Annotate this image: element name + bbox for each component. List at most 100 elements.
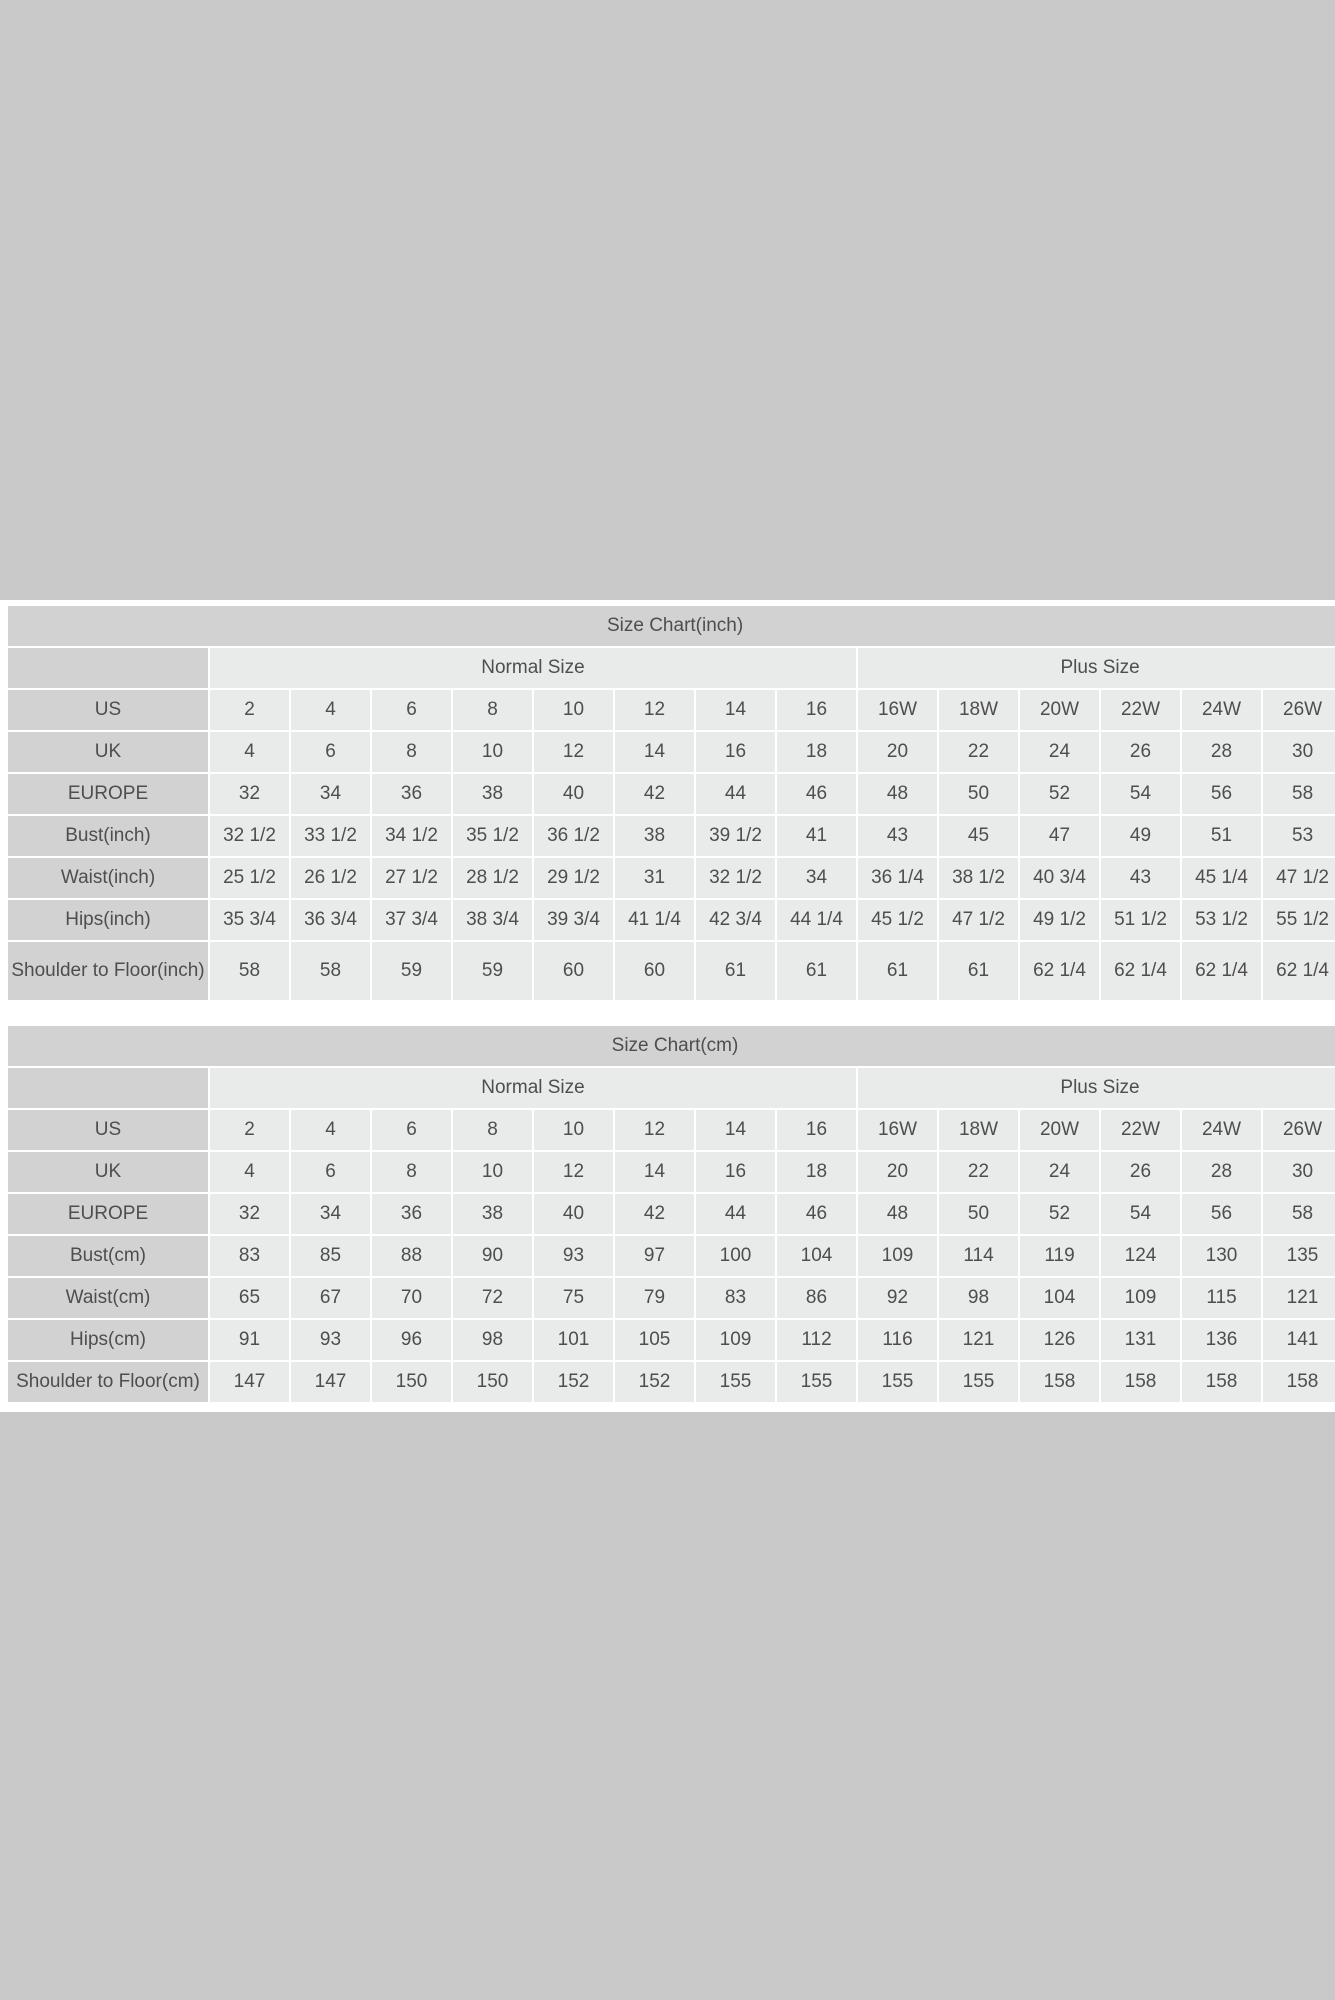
table-cell: 22W (1101, 1110, 1180, 1150)
table-cell: 4 (210, 1152, 289, 1192)
table-cell: 6 (372, 690, 451, 730)
table-cell: 18 (777, 732, 856, 772)
group-header-plus-size: Plus Size (858, 648, 1335, 688)
table-cell: 18W (939, 690, 1018, 730)
table-cell: 135 (1263, 1236, 1335, 1276)
table-cell: 46 (777, 774, 856, 814)
size-chart-card: Size Chart(inch) Normal Size Plus Size US 2 4… (0, 600, 1335, 1412)
table-cell: 62 1/4 (1263, 942, 1335, 1000)
row-label: Bust(cm) (8, 1236, 208, 1276)
table-cell: 88 (372, 1236, 451, 1276)
table-cell: 35 1/2 (453, 816, 532, 856)
table-cell: 36 (372, 1194, 451, 1234)
table-row: Bust(inch) 32 1/2 33 1/2 34 1/2 35 1/2 36 1/2… (8, 816, 1335, 856)
table-cell: 41 (777, 816, 856, 856)
table-cell: 30 (1263, 732, 1335, 772)
table-cell: 155 (696, 1362, 775, 1402)
row-label: EUROPE (8, 1194, 208, 1234)
table-cell: 2 (210, 690, 289, 730)
row-label: Waist(cm) (8, 1278, 208, 1318)
row-label: Shoulder to Floor(cm) (8, 1362, 208, 1402)
table-cell: 8 (453, 690, 532, 730)
table-cell: 16 (777, 690, 856, 730)
table-cell: 56 (1182, 774, 1261, 814)
table-cell: 32 1/2 (696, 858, 775, 898)
table-cell: 33 1/2 (291, 816, 370, 856)
table-row: Waist(cm) 65 67 70 72 75 79 83 86 92 98 104 109 115 12… (8, 1278, 1335, 1318)
row-label: Waist(inch) (8, 858, 208, 898)
table-cell: 42 3/4 (696, 900, 775, 940)
row-label: US (8, 690, 208, 730)
table-cell: 130 (1182, 1236, 1261, 1276)
table-cell: 114 (939, 1236, 1018, 1276)
table-cell: 12 (615, 690, 694, 730)
table-cell: 58 (1263, 1194, 1335, 1234)
table-cell: 32 1/2 (210, 816, 289, 856)
table-row: Hips(inch) 35 3/4 36 3/4 37 3/4 38 3/4 39 3/4… (8, 900, 1335, 940)
table-cell: 29 1/2 (534, 858, 613, 898)
table-cell: 54 (1101, 1194, 1180, 1234)
table-cell: 34 (291, 1194, 370, 1234)
table-cell: 112 (777, 1320, 856, 1360)
row-label: Shoulder to Floor(inch) (8, 942, 208, 1000)
table-cell: 16 (696, 732, 775, 772)
table-cell: 24W (1182, 690, 1261, 730)
table-cell: 126 (1020, 1320, 1099, 1360)
table-cell: 44 1/4 (777, 900, 856, 940)
table-cell: 46 (777, 1194, 856, 1234)
table-cell: 38 1/2 (939, 858, 1018, 898)
table-cell: 20W (1020, 690, 1099, 730)
row-label: UK (8, 1152, 208, 1192)
table-cell: 67 (291, 1278, 370, 1318)
table-cell: 59 (372, 942, 451, 1000)
table-cell: 65 (210, 1278, 289, 1318)
table-cell: 39 3/4 (534, 900, 613, 940)
table-cell: 150 (453, 1362, 532, 1402)
table-cell: 36 1/2 (534, 816, 613, 856)
table-cell: 98 (453, 1320, 532, 1360)
table-cell: 4 (291, 690, 370, 730)
table-title: Size Chart(cm) (8, 1026, 1335, 1066)
table-cell: 92 (858, 1278, 937, 1318)
table-cell: 55 1/2 (1263, 900, 1335, 940)
table-cell: 58 (1263, 774, 1335, 814)
table-cell: 6 (291, 1152, 370, 1192)
table-cell: 61 (939, 942, 1018, 1000)
group-header-corner (8, 648, 208, 688)
table-cell: 93 (534, 1236, 613, 1276)
table-cell: 60 (615, 942, 694, 1000)
table-cell: 28 1/2 (453, 858, 532, 898)
table-cell: 53 (1263, 816, 1335, 856)
table-cell: 97 (615, 1236, 694, 1276)
table-cell: 155 (939, 1362, 1018, 1402)
table-cell: 20 (858, 732, 937, 772)
table-cell: 44 (696, 774, 775, 814)
table-cell: 10 (534, 1110, 613, 1150)
table-cell: 62 1/4 (1101, 942, 1180, 1000)
table-row: UK 4 6 8 10 12 14 16 18 20 22 24 26 28 30 (8, 1152, 1335, 1192)
table-cell: 61 (858, 942, 937, 1000)
table-cell: 27 1/2 (372, 858, 451, 898)
table-cell: 49 1/2 (1020, 900, 1099, 940)
table-cell: 119 (1020, 1236, 1099, 1276)
table-cell: 34 (777, 858, 856, 898)
table-cell: 131 (1101, 1320, 1180, 1360)
table-cell: 116 (858, 1320, 937, 1360)
table-cell: 83 (210, 1236, 289, 1276)
table-cell: 22 (939, 1152, 1018, 1192)
table-cell: 26W (1263, 690, 1335, 730)
table-cell: 16W (858, 1110, 937, 1150)
table-cell: 2 (210, 1110, 289, 1150)
table-cell: 22W (1101, 690, 1180, 730)
table-cell: 40 (534, 1194, 613, 1234)
group-header-corner (8, 1068, 208, 1108)
table-cell: 47 1/2 (939, 900, 1018, 940)
table-cell: 39 1/2 (696, 816, 775, 856)
table-cell: 43 (1101, 858, 1180, 898)
table-cell: 115 (1182, 1278, 1261, 1318)
table-cell: 37 3/4 (372, 900, 451, 940)
table-row: UK 4 6 8 10 12 14 16 18 20 22 24 26 28 30 (8, 732, 1335, 772)
table-cell: 150 (372, 1362, 451, 1402)
table-row: Shoulder to Floor(cm) 147 147 150 150 152 152 1… (8, 1362, 1335, 1402)
table-cell: 28 (1182, 1152, 1261, 1192)
